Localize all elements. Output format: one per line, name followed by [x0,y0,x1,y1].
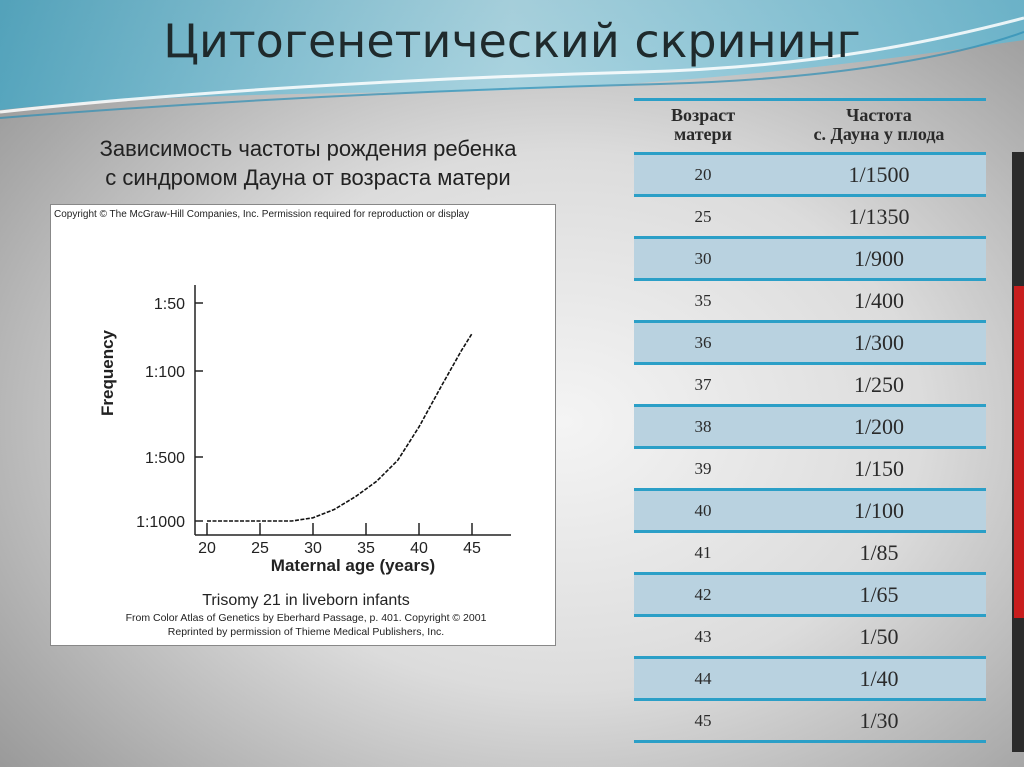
cell-maternal-age: 25 [634,195,772,239]
y-tick-label: 1:500 [145,450,185,467]
cell-maternal-age: 40 [634,489,772,533]
subtitle-line-2: с синдромом Дауна от возраста матери [105,165,511,190]
cell-frequency: 1/150 [772,447,986,491]
cell-frequency: 1/50 [772,615,986,659]
cell-frequency: 1/250 [772,363,986,407]
chart-subtitle: Зависимость частоты рождения ребенка с с… [48,134,568,192]
table-row: 38 1/200 [634,405,986,449]
table-row: 40 1/100 [634,489,986,533]
cell-maternal-age: 45 [634,699,772,743]
table-row: 41 1/85 [634,531,986,575]
table-row: 30 1/900 [634,237,986,281]
x-tick-label: 20 [198,540,216,557]
cell-frequency: 1/85 [772,531,986,575]
frequency-curve [207,333,473,522]
table-row: 42 1/65 [634,573,986,617]
table-row: 44 1/40 [634,657,986,701]
cell-frequency: 1/100 [772,489,986,533]
credit-line-2: Reprinted by permission of Thieme Medica… [168,626,444,638]
table-row: 39 1/150 [634,447,986,491]
y-axis-label: Frequency [98,329,117,416]
cell-maternal-age: 42 [634,573,772,617]
cell-frequency: 1/40 [772,657,986,701]
cell-maternal-age: 35 [634,279,772,323]
credit-line-1: From Color Atlas of Genetics by Eberhard… [126,612,487,624]
cell-frequency: 1/900 [772,237,986,281]
table-row: 36 1/300 [634,321,986,365]
y-tick-label: 1:1000 [136,514,185,531]
subtitle-line-1: Зависимость частоты рождения ребенка [99,136,517,161]
cell-maternal-age: 36 [634,321,772,365]
cell-frequency: 1/65 [772,573,986,617]
header-down-frequency: Частота с. Дауна у плода [772,98,986,155]
age-frequency-table: Возраст матери Частота с. Дауна у плода 20… [634,98,986,743]
line-chart: Copyright © The McGraw-Hill Companies, I… [54,209,511,638]
slide-title: Цитогенетический скрининг [163,14,861,68]
cell-maternal-age: 37 [634,363,772,407]
table-header-row: Возраст матери Частота с. Дауна у плода [634,98,986,155]
x-tick-label: 30 [304,540,322,557]
x-axis-label: Maternal age (years) [271,556,435,575]
x-tick-label: 35 [357,540,375,557]
cell-maternal-age: 43 [634,615,772,659]
cell-frequency: 1/300 [772,321,986,365]
cell-frequency: 1/400 [772,279,986,323]
chart-figure: Copyright © The McGraw-Hill Companies, I… [50,204,556,646]
cell-maternal-age: 39 [634,447,772,491]
x-tick-label: 45 [463,540,481,557]
right-edge-accent [1014,286,1024,618]
table-row: 43 1/50 [634,615,986,659]
header-wave-decoration [0,0,1024,119]
table-row: 35 1/400 [634,279,986,323]
chart-caption: Trisomy 21 in liveborn infants [202,592,410,609]
header-maternal-age: Возраст матери [634,98,772,155]
cell-maternal-age: 30 [634,237,772,281]
cell-frequency: 1/1500 [772,153,986,197]
table-row: 25 1/1350 [634,195,986,239]
y-tick-label: 1:100 [145,364,185,381]
cell-maternal-age: 20 [634,153,772,197]
cell-maternal-age: 44 [634,657,772,701]
cell-frequency: 1/200 [772,405,986,449]
cell-frequency: 1/30 [772,699,986,743]
cell-maternal-age: 38 [634,405,772,449]
table-row: 37 1/250 [634,363,986,407]
cell-maternal-age: 41 [634,531,772,575]
copyright-notice: Copyright © The McGraw-Hill Companies, I… [54,209,469,220]
table-row: 20 1/1500 [634,153,986,197]
x-tick-label: 40 [410,540,428,557]
y-tick-label: 1:50 [154,296,185,313]
x-tick-label: 25 [251,540,269,557]
table-row: 45 1/30 [634,699,986,743]
cell-frequency: 1/1350 [772,195,986,239]
chart-axes: 20 25 30 35 40 45 1:1000 1:500 1:100 1:50 [136,285,511,557]
